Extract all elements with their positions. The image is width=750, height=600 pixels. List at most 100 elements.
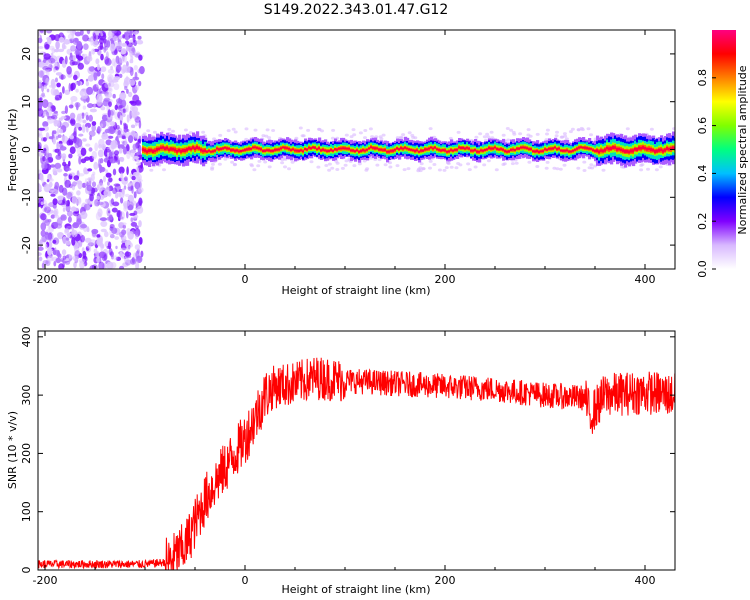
spectrogram-noise-cell — [121, 99, 127, 108]
spectrogram-signal-cell — [482, 149, 486, 152]
spectrogram-signal-cell — [298, 149, 302, 152]
spectrogram-noise-cell — [123, 256, 127, 263]
spectrogram-halo-cell — [162, 168, 166, 172]
spectrogram-noise-cell — [123, 185, 127, 190]
spectrogram-noise-cell — [84, 237, 92, 243]
spectrogram-halo-cell — [244, 127, 249, 131]
spectrogram-signal-cell — [488, 146, 492, 149]
spectrogram-noise-cell — [64, 228, 70, 234]
spectrogram-noise-cell — [78, 252, 83, 259]
spectrogram-noise-cell — [49, 181, 53, 188]
spectrogram-noise-cell — [87, 74, 94, 82]
spectrogram-signal-cell — [416, 149, 420, 152]
spectrogram-noise-cell — [38, 108, 44, 117]
spectrogram-halo-cell — [210, 166, 215, 170]
spectrogram-noise-cell — [122, 262, 129, 267]
spectrogram-signal-cell — [176, 149, 180, 153]
spectrogram-halo-cell — [306, 128, 311, 132]
spectrogram-noise-cell — [132, 76, 140, 81]
spectrogram-noise-cell — [127, 231, 134, 240]
spectrogram-noise-cell — [70, 118, 73, 125]
spectrogram-noise-cell — [75, 88, 79, 93]
spectrogram-signal-cell — [306, 148, 310, 151]
spectrogram-noise-cell — [115, 55, 120, 64]
spectrogram-noise-cell — [129, 100, 135, 104]
spectrogram-noise-cell — [42, 260, 49, 265]
spectrogram-y-tick-label: -20 — [20, 236, 33, 254]
spectrogram-halo-cell — [428, 159, 433, 163]
spectrogram-noise-cell — [138, 187, 144, 193]
spectrogram-noise-cell — [48, 136, 54, 140]
spectrogram-noise-cell — [100, 143, 107, 150]
spectrogram-noise-cell — [103, 175, 106, 183]
spectrogram-noise-cell — [73, 175, 80, 181]
spectrogram-noise-cell — [100, 123, 104, 128]
spectrogram-noise-cell — [86, 86, 94, 95]
spectrogram-signal-cell — [580, 146, 584, 149]
spectrogram-noise-cell — [38, 82, 41, 87]
spectrogram-noise-cell — [98, 251, 106, 259]
spectrogram-signal-cell — [524, 146, 528, 149]
spectrogram-signal-cell — [430, 146, 434, 149]
spectrogram-noise-cell — [44, 206, 51, 214]
spectrogram-noise-cell — [138, 54, 143, 61]
spectrogram-noise-cell — [77, 241, 83, 248]
spectrogram-signal-cell — [572, 149, 576, 152]
spectrogram-signal-cell — [270, 150, 274, 152]
spectrogram-noise-cell — [93, 103, 96, 109]
spectrogram-signal-cell — [332, 149, 336, 152]
spectrogram-noise-cell — [119, 156, 125, 163]
spectrogram-signal-cell — [568, 150, 572, 153]
spectrogram-signal-cell — [604, 148, 608, 152]
spectrogram-signal-cell — [190, 147, 194, 151]
spectrogram-noise-cell — [66, 254, 69, 259]
spectrogram-noise-cell — [132, 156, 140, 160]
spectrogram-noise-cell — [50, 189, 54, 194]
spectrogram-signal-cell — [202, 149, 206, 153]
spectrogram-signal-cell — [518, 147, 522, 150]
colorbar-tick-label: 0.6 — [696, 117, 709, 135]
spectrogram-noise-cell — [92, 39, 99, 48]
spectrogram-halo-cell — [375, 163, 380, 167]
spectrogram-noise-cell — [62, 262, 65, 268]
spectrogram-noise-cell — [61, 121, 70, 128]
spectrogram-signal-cell — [646, 147, 650, 151]
spectrogram-noise-cell — [119, 265, 125, 269]
spectrogram-halo-cell — [582, 160, 587, 164]
spectrogram-noise-cell — [101, 73, 105, 80]
spectrogram-signal-cell — [576, 147, 580, 150]
spectrogram-noise-cell — [47, 224, 51, 230]
spectrogram-halo-cell — [485, 132, 490, 136]
spectrogram-noise-cell — [74, 50, 80, 56]
spectrogram-signal-cell — [282, 146, 286, 149]
spectrogram-signal-cell — [596, 149, 600, 153]
spectrogram-noise-cell — [80, 30, 84, 36]
spectrogram-noise-cell — [60, 74, 64, 80]
spectrogram-noise-cell — [118, 35, 123, 40]
spectrogram-noise-cell — [92, 32, 97, 42]
spectrogram-noise-cell — [126, 211, 129, 219]
spectrogram-noise-cell — [52, 130, 57, 135]
spectrogram-noise-cell — [63, 39, 71, 45]
spectrogram-halo-cell — [526, 133, 531, 137]
spectrogram-noise-cell — [55, 135, 59, 140]
spectrogram-noise-cell — [74, 31, 82, 37]
spectrogram-signal-cell — [262, 149, 266, 152]
spectrogram-noise-cell — [113, 183, 121, 187]
spectrogram-halo-cell — [576, 128, 581, 132]
spectrogram-signal-cell — [442, 149, 446, 152]
spectrogram-noise-cell — [97, 64, 100, 71]
spectrogram-noise-cell — [124, 176, 128, 182]
spectrogram-signal-cell — [246, 148, 250, 151]
spectrogram-noise-cell — [126, 114, 130, 123]
spectrogram-noise-cell — [53, 210, 58, 216]
spectrogram-halo-cell — [509, 128, 514, 132]
spectrogram-halo-cell — [514, 161, 519, 165]
spectrogram-signal-cell — [410, 149, 414, 151]
spectrogram-signal-cell — [184, 149, 188, 152]
spectrogram-halo-cell — [309, 160, 314, 164]
spectrogram-signal-cell — [464, 147, 468, 150]
spectrogram-halo-cell — [562, 163, 567, 167]
spectrogram-noise-cell — [50, 52, 54, 57]
spectrogram-signal-cell — [468, 147, 472, 150]
